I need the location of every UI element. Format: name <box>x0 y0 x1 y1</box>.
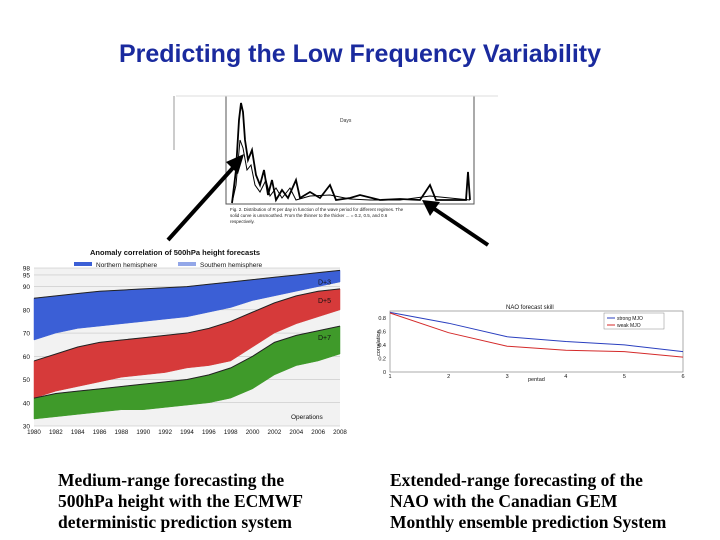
nao-y-label: correlation <box>376 330 382 356</box>
arrow-right-head <box>422 200 440 216</box>
nao-x-tick-label: 5 <box>623 374 626 380</box>
caption-left: Medium-range forecasting the 500hPa heig… <box>58 470 303 533</box>
acc-x-tick-label: 2004 <box>289 429 303 436</box>
acc-x-tick-label: 1980 <box>27 429 41 436</box>
acc-series-label: D+5 <box>318 298 331 305</box>
acc-x-tick-label: 1990 <box>136 429 150 436</box>
arrow-left <box>166 158 242 242</box>
nao-line-weak-mjo <box>389 312 684 358</box>
nao-chart-title: NAO forecast skill <box>506 305 554 311</box>
nao-y-tick-label: 0.8 <box>378 316 386 322</box>
acc-series-label: D+7 <box>318 335 331 342</box>
nao-legend-weak: weak MJO <box>617 323 641 329</box>
nao-y-tick-label: 0.6 <box>378 329 386 335</box>
nao-x-tick-label: 4 <box>564 374 567 380</box>
nao-x-tick-label: 1 <box>388 374 391 380</box>
nao-y-tick-label: 0 <box>383 370 386 376</box>
acc-x-tick-label: 1994 <box>180 429 194 436</box>
curve-thick <box>231 102 471 204</box>
acc-y-tick-label: 60 <box>23 354 31 361</box>
legend-swatch-nh <box>74 262 92 266</box>
acc-x-tick-label: 2008 <box>333 429 347 436</box>
acc-line-d5 <box>33 288 341 362</box>
caption-right-line-3: Monthly ensemble prediction System <box>390 512 667 532</box>
legend-swatch-sh <box>178 262 196 266</box>
acc-x-tick-label: 1992 <box>158 429 172 436</box>
caption-right-line-2: NAO with the Canadian GEM <box>390 491 618 511</box>
nao-x-tick-label: 3 <box>506 374 509 380</box>
acc-y-tick-label: 70 <box>23 331 31 338</box>
nao-x-tick-label: 6 <box>681 374 684 380</box>
x-axis-label: Days <box>340 118 352 124</box>
acc-y-tick-label: 90 <box>23 284 31 291</box>
nao-legend-strong: strong MJO <box>617 316 643 322</box>
acc-line-d7 <box>33 325 341 399</box>
curve-thin <box>231 139 471 204</box>
figure-caption-1: Fig. 2. Distribution of R per day in fun… <box>230 207 404 212</box>
arrow-left-head <box>226 154 244 174</box>
acc-line-d3 <box>33 269 341 299</box>
acc-y-tick-label: 40 <box>23 400 31 407</box>
acc-y-tick-label: 50 <box>23 377 31 384</box>
acc-annotation-operations: Operations <box>291 414 324 421</box>
figure-caption-2: solid curve is unsmoothed. From the thin… <box>230 213 388 218</box>
caption-right: Extended-range forecasting of the NAO wi… <box>390 470 666 533</box>
nao-legend-box <box>603 312 665 330</box>
acc-x-tick-label: 1982 <box>49 429 63 436</box>
acc-x-tick-label: 1986 <box>93 429 107 436</box>
nao-y-tick-label: 0.4 <box>378 343 386 349</box>
nao-axes: 0 0.2 0.4 0.6 0.8 1 2 3 4 5 6 <box>378 316 684 380</box>
acc-x-tick-label: 2002 <box>268 429 282 436</box>
page-title: Predicting the Low Frequency Variability <box>118 40 602 68</box>
arrow-right <box>428 204 490 247</box>
acc-series-label: D+3 <box>318 279 331 286</box>
nao-x-label: pentad <box>528 377 545 383</box>
caption-left-line-1: Medium-range forecasting the <box>58 470 285 490</box>
legend-label-nh: Northern hemisphere <box>96 262 157 269</box>
acc-chart-title: Anomaly correlation of 500hPa height for… <box>90 248 260 257</box>
nao-line-strong-mjo <box>389 311 684 353</box>
acc-x-tick-label: 2000 <box>246 429 260 436</box>
acc-x-tick-label: 1988 <box>115 429 129 436</box>
legend-label-sh: Southern hemisphere <box>200 262 263 269</box>
acc-y-tick-label: 95 <box>23 272 31 279</box>
caption-right-line-1: Extended-range forecasting of the <box>390 470 643 490</box>
acc-x-tick-label: 2006 <box>311 429 325 436</box>
nao-plot-frame <box>389 310 684 373</box>
acc-y-tick-label: 98 <box>23 266 31 273</box>
caption-left-line-2: 500hPa height with the ECMWF <box>58 491 303 511</box>
acc-bands: D+3 D+5 D+7 <box>33 269 341 420</box>
nao-y-tick-label: 0.2 <box>378 356 386 362</box>
acc-y-tick-label: 30 <box>23 424 31 431</box>
figure-caption-3: respectively. <box>230 219 255 224</box>
acc-x-tick-label: 1984 <box>71 429 85 436</box>
nao-lines <box>389 311 684 358</box>
nao-x-tick-label: 2 <box>447 374 450 380</box>
acc-y-tick-label: 80 <box>23 307 31 314</box>
caption-left-line-3: deterministic prediction system <box>58 512 292 532</box>
acc-x-axis: 1980 1982 1984 1986 1988 1990 1992 1994 1996 1998… <box>27 429 347 436</box>
acc-x-tick-label: 1996 <box>202 429 216 436</box>
acc-x-tick-label: 1998 <box>224 429 238 436</box>
